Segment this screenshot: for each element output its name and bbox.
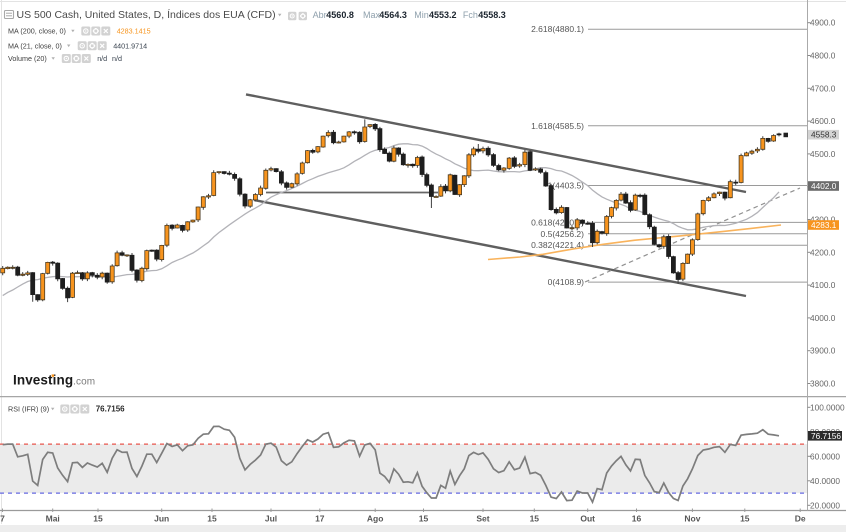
svg-text:40.0000: 40.0000: [810, 476, 840, 486]
svg-text:4500.0: 4500.0: [810, 149, 836, 159]
svg-text:76.7156: 76.7156: [96, 405, 125, 414]
svg-text:4100.0: 4100.0: [810, 280, 836, 290]
svg-text:4558.3: 4558.3: [811, 130, 837, 140]
svg-text:4401.9714: 4401.9714: [113, 42, 147, 51]
svg-text:4300.0: 4300.0: [810, 215, 836, 225]
svg-text:4283.1: 4283.1: [811, 220, 837, 230]
svg-text:16: 16: [632, 514, 642, 524]
svg-text:US 500 Cash, United States, D,: US 500 Cash, United States, D, Índices d…: [17, 8, 276, 21]
svg-text:2.618(4880.1): 2.618(4880.1): [531, 24, 584, 34]
svg-text:4283.1415: 4283.1415: [117, 27, 151, 36]
svg-text:0.618(4290.9): 0.618(4290.9): [531, 217, 584, 227]
svg-text:15: 15: [740, 514, 750, 524]
svg-text:0.5(4256.2): 0.5(4256.2): [541, 229, 585, 239]
svg-text:Min: Min: [414, 10, 429, 20]
svg-text:3800.0: 3800.0: [810, 379, 836, 389]
svg-text:60.0000: 60.0000: [810, 451, 840, 461]
svg-text:17: 17: [315, 514, 325, 524]
svg-text:Set: Set: [476, 514, 489, 524]
svg-text:De: De: [795, 514, 806, 524]
svg-text:1.618(4585.5): 1.618(4585.5): [531, 121, 584, 131]
svg-text:76.7156: 76.7156: [811, 431, 841, 441]
svg-text:4402.0: 4402.0: [811, 181, 837, 191]
svg-text:MA (21, close, 0): MA (21, close, 0): [8, 42, 62, 51]
svg-text:0.382(4221.4): 0.382(4221.4): [531, 240, 584, 250]
svg-text:15: 15: [93, 514, 103, 524]
svg-text:Max: Max: [363, 10, 381, 20]
svg-text:4000.0: 4000.0: [810, 313, 836, 323]
svg-text:0(4108.9): 0(4108.9): [548, 277, 585, 287]
svg-text:Jul: Jul: [265, 514, 277, 524]
svg-text:3900.0: 3900.0: [810, 346, 836, 356]
svg-text:MA (200, close, 0): MA (200, close, 0): [8, 27, 66, 36]
svg-text:Out: Out: [580, 514, 595, 524]
svg-text:20.0000: 20.0000: [810, 500, 840, 510]
svg-text:15: 15: [419, 514, 429, 524]
svg-text:Volume (20): Volume (20): [8, 54, 47, 63]
svg-text:4558.3: 4558.3: [478, 10, 506, 20]
svg-text:4700.0: 4700.0: [810, 83, 836, 93]
svg-text:4560.8: 4560.8: [326, 10, 354, 20]
svg-text:4553.2: 4553.2: [429, 10, 457, 20]
svg-text:4900.0: 4900.0: [810, 18, 836, 28]
svg-text:1(4403.5): 1(4403.5): [548, 181, 585, 191]
svg-text:7: 7: [0, 514, 5, 524]
svg-text:Ago: Ago: [367, 514, 384, 524]
svg-text:RSI (IFR) (9): RSI (IFR) (9): [8, 405, 49, 414]
svg-text:Investing.com: Investing.com: [13, 373, 95, 388]
svg-text:Fch: Fch: [463, 10, 478, 20]
svg-text:100.0000: 100.0000: [810, 402, 845, 412]
svg-text:15: 15: [207, 514, 217, 524]
svg-text:4200.0: 4200.0: [810, 247, 836, 257]
svg-text:4800.0: 4800.0: [810, 51, 836, 61]
svg-text:Jun: Jun: [154, 514, 169, 524]
svg-text:15: 15: [530, 514, 540, 524]
svg-text:Abr: Abr: [313, 10, 327, 20]
svg-text:Mai: Mai: [46, 514, 60, 524]
svg-text:n/d: n/d: [97, 54, 107, 63]
svg-text:4600.0: 4600.0: [810, 116, 836, 126]
svg-text:n/d: n/d: [112, 54, 122, 63]
svg-text:4564.3: 4564.3: [379, 10, 407, 20]
svg-text:Nov: Nov: [684, 514, 700, 524]
